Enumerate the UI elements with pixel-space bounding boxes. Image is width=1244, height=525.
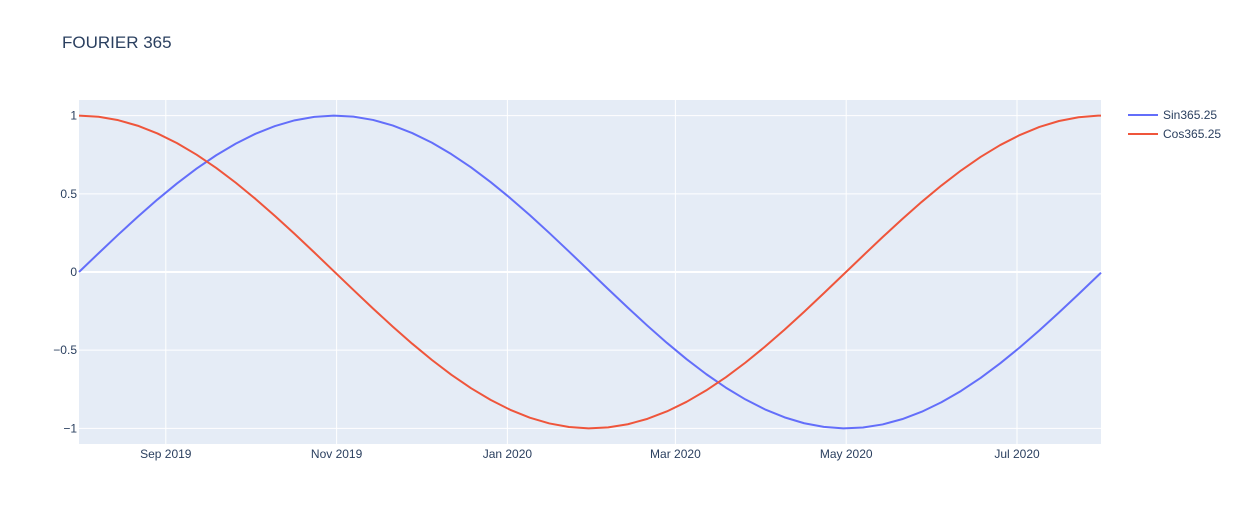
legend-label: Cos365.25 (1163, 127, 1221, 141)
x-tick-label: Jul 2020 (994, 447, 1040, 461)
series-layer (78, 114, 1102, 430)
chart-title: FOURIER 365 (62, 33, 172, 52)
x-tick-label: Sep 2019 (140, 447, 192, 461)
y-tick-label: −0.5 (53, 343, 77, 357)
legend-item-cos[interactable]: Cos365.25 (1128, 127, 1221, 141)
y-tick-label: −1 (63, 421, 77, 435)
series-line-sin (78, 114, 1102, 430)
x-tick-label: Jan 2020 (483, 447, 533, 461)
x-tick-label: Mar 2020 (650, 447, 701, 461)
legend-item-sin[interactable]: Sin365.25 (1128, 108, 1217, 122)
x-tick-label: Nov 2019 (311, 447, 363, 461)
y-tick-label: 0 (70, 265, 77, 279)
axis-layer: Sep 2019 Nov 2019 Jan 2020 Mar 2020 May 2020… (53, 109, 1040, 461)
legend-label: Sin365.25 (1163, 108, 1217, 122)
y-tick-label: 0.5 (60, 187, 77, 201)
legend[interactable]: Sin365.25 Cos365.25 (1128, 108, 1221, 141)
x-tick-label: May 2020 (820, 447, 873, 461)
y-tick-label: 1 (70, 109, 77, 123)
series-line-cos (78, 114, 1102, 430)
